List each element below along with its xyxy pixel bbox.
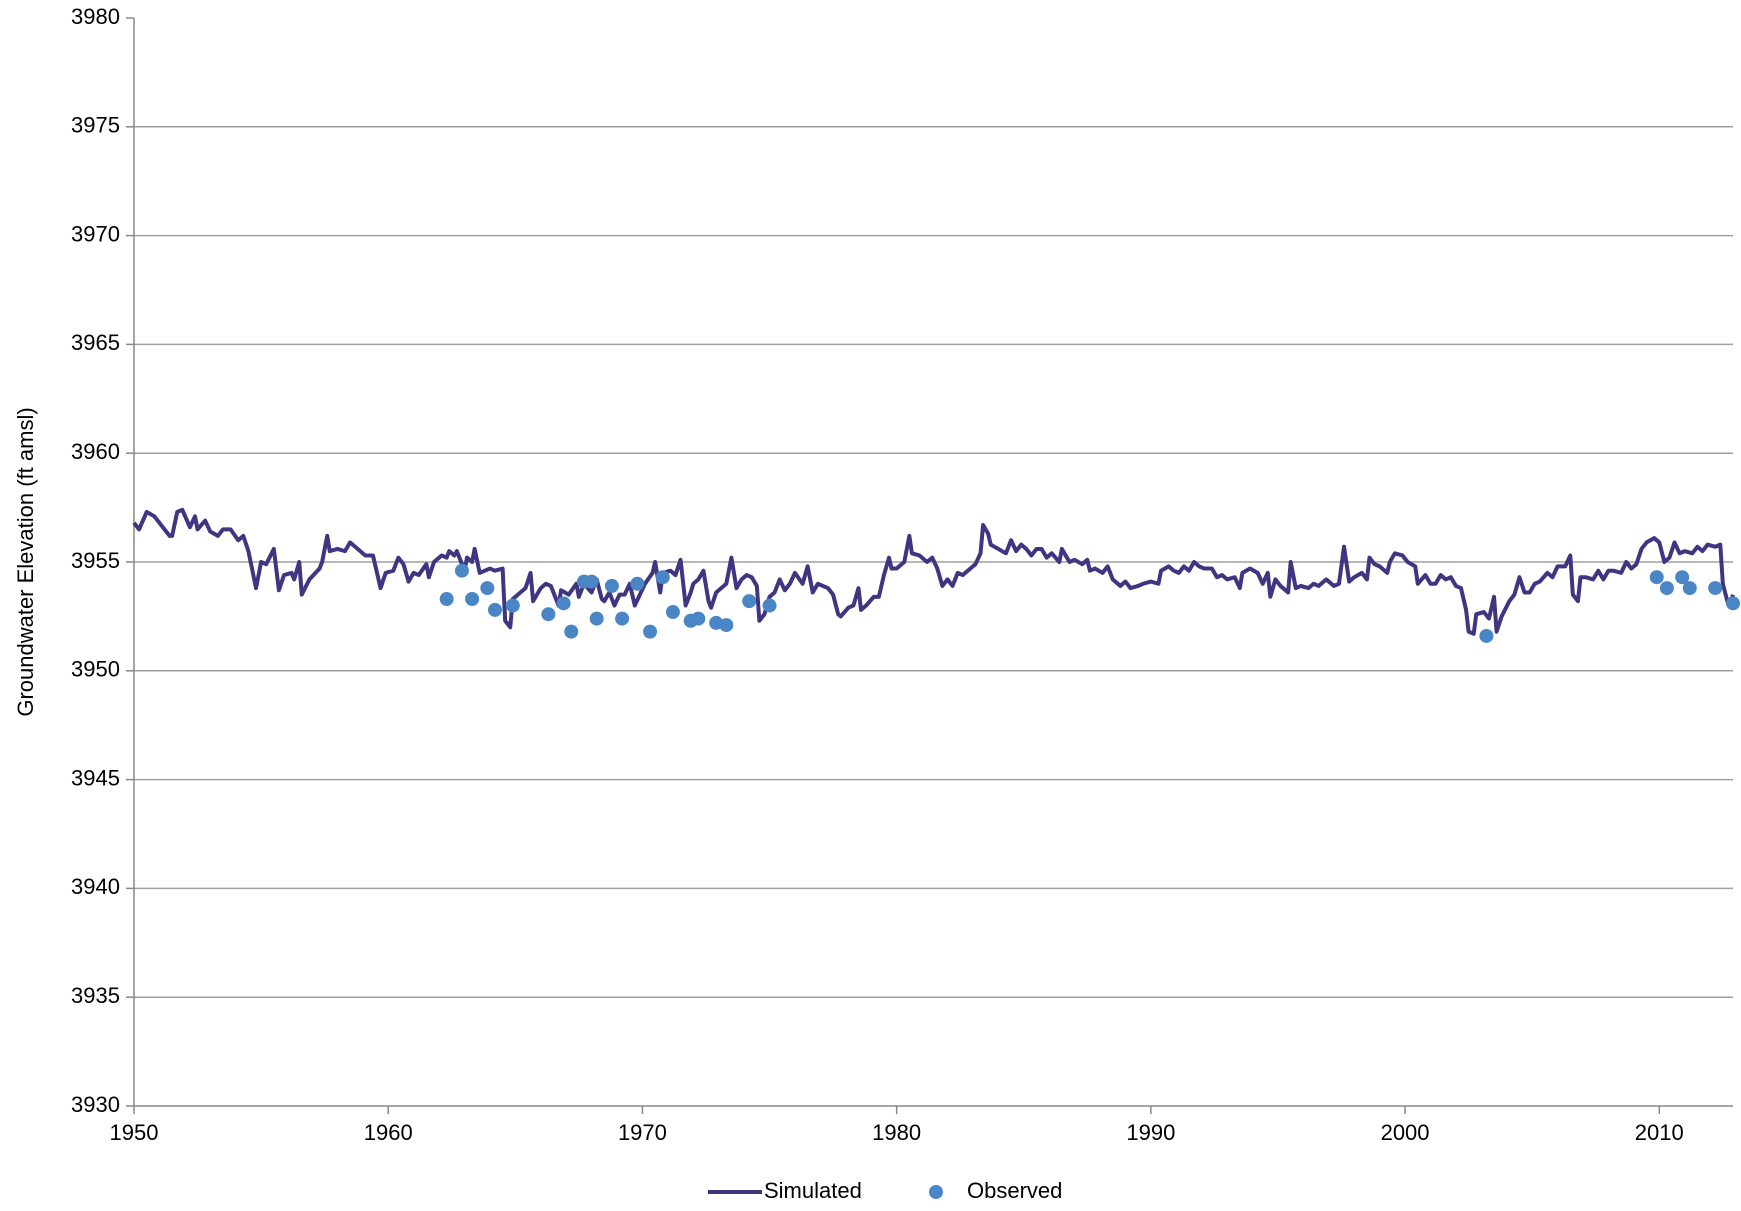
y-axis-label: Groundwater Elevation (ft amsl)	[13, 407, 38, 716]
observed-point	[465, 591, 480, 606]
observed-point	[665, 605, 680, 620]
observed-point	[655, 570, 670, 585]
observed-point	[1649, 570, 1664, 585]
observed-point	[643, 624, 658, 639]
observed-point	[541, 607, 556, 622]
y-tick-label: 3940	[71, 874, 120, 899]
observed-point	[564, 624, 579, 639]
observed-point	[487, 602, 502, 617]
y-tick-label: 3965	[71, 330, 120, 355]
observed-point	[1708, 581, 1723, 596]
y-tick-label: 3935	[71, 983, 120, 1008]
y-tick-label: 3930	[71, 1092, 120, 1117]
observed-point	[762, 598, 777, 613]
x-tick-label: 1980	[872, 1120, 921, 1145]
observed-point	[604, 578, 619, 593]
observed-point	[630, 576, 645, 591]
observed-point	[691, 611, 706, 626]
x-tick-label: 1960	[364, 1120, 413, 1145]
observed-point	[1479, 628, 1494, 643]
observed-point	[556, 596, 571, 611]
y-tick-label: 3975	[71, 113, 120, 138]
legend-label: Simulated	[764, 1178, 862, 1203]
observed-point	[742, 594, 757, 609]
observed-point	[1675, 570, 1690, 585]
observed-point	[584, 574, 599, 589]
x-tick-label: 1970	[618, 1120, 667, 1145]
observed-point	[615, 611, 630, 626]
y-tick-label: 3945	[71, 765, 120, 790]
x-tick-label: 2010	[1635, 1120, 1684, 1145]
y-tick-label: 3970	[71, 221, 120, 246]
x-tick-label: 1990	[1126, 1120, 1175, 1145]
observed-point	[454, 563, 469, 578]
observed-point	[1682, 581, 1697, 596]
observed-point	[589, 611, 604, 626]
observed-point	[719, 618, 734, 633]
y-tick-label: 3955	[71, 548, 120, 573]
legend-marker	[929, 1185, 943, 1199]
observed-point	[1726, 596, 1740, 611]
observed-point	[505, 598, 520, 613]
x-tick-label: 1950	[110, 1120, 159, 1145]
simulated-line	[132, 507, 1735, 636]
y-tick-label: 3950	[71, 657, 120, 682]
observed-point	[480, 581, 495, 596]
legend-label: Observed	[967, 1178, 1062, 1203]
y-tick-label: 3960	[71, 439, 120, 464]
observed-point	[439, 591, 454, 606]
y-tick-label: 3980	[71, 4, 120, 29]
x-tick-label: 2000	[1381, 1120, 1430, 1145]
observed-point	[1659, 581, 1674, 596]
